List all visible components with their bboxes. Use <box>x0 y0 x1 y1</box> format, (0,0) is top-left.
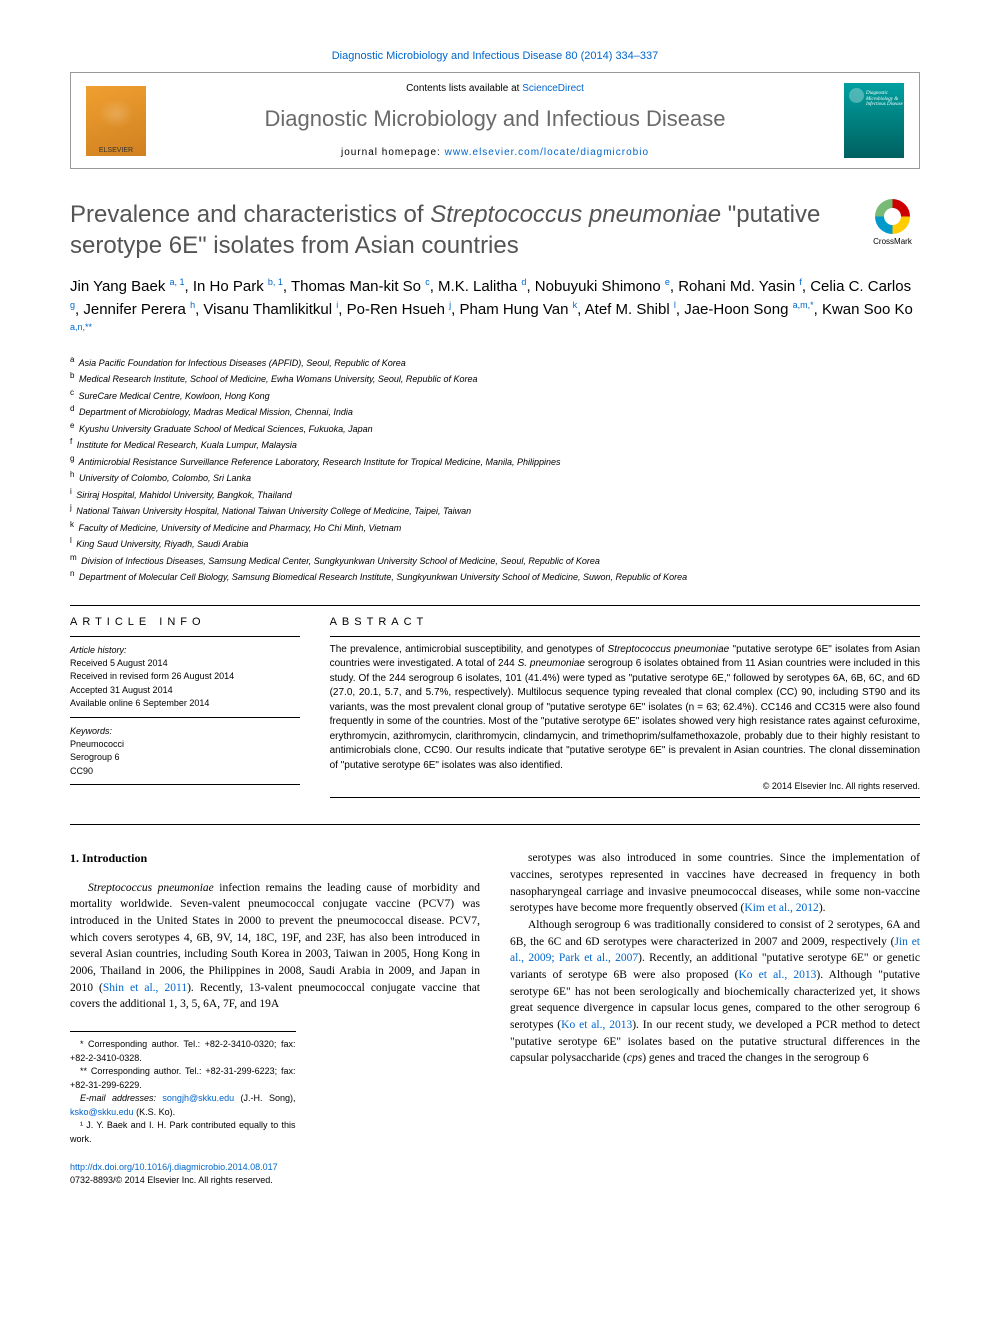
affiliation-item: j National Taiwan University Hospital, N… <box>70 502 920 519</box>
body-columns: 1. Introduction Streptococcus pneumoniae… <box>70 850 920 1187</box>
top-citation-link[interactable]: Diagnostic Microbiology and Infectious D… <box>70 50 920 62</box>
article-info-header: ARTICLE INFO <box>70 616 300 628</box>
emails-label: E-mail addresses: <box>80 1093 162 1103</box>
corresponding-author-2: ** Corresponding author. Tel.: +82-31-29… <box>70 1065 296 1092</box>
footer-links: http://dx.doi.org/10.1016/j.diagmicrobio… <box>70 1161 480 1187</box>
email-line: E-mail addresses: songjh@skku.edu (J.-H.… <box>70 1092 296 1119</box>
contents-line: Contents lists available at ScienceDirec… <box>166 83 824 94</box>
affiliation-item: l King Saud University, Riyadh, Saudi Ar… <box>70 535 920 552</box>
homepage-prefix: journal homepage: <box>341 147 445 158</box>
article-info-panel: ARTICLE INFO Article history: Received 5… <box>70 616 300 805</box>
abstract-rule <box>330 797 920 798</box>
equal-contribution-note: ¹ J. Y. Baek and I. H. Park contributed … <box>70 1119 296 1146</box>
info-rule <box>70 636 300 637</box>
affiliation-item: b Medical Research Institute, School of … <box>70 370 920 387</box>
body-paragraph: Although serogroup 6 was traditionally c… <box>510 917 920 1067</box>
keyword-item: CC90 <box>70 765 300 779</box>
history-line: Received in revised form 26 August 2014 <box>70 670 300 684</box>
authors-list: Jin Yang Baek a, 1, In Ho Park b, 1, Tho… <box>70 276 920 344</box>
keywords-list: PneumococciSerogroup 6CC90 <box>70 738 300 779</box>
corresponding-author-1: * Corresponding author. Tel.: +82-2-3410… <box>70 1038 296 1065</box>
affiliations-list: a Asia Pacific Foundation for Infectious… <box>70 354 920 585</box>
affiliation-item: a Asia Pacific Foundation for Infectious… <box>70 354 920 371</box>
affiliation-item: m Division of Infectious Diseases, Samsu… <box>70 552 920 569</box>
email-who-1: (J.-H. Song), <box>234 1093 295 1103</box>
affiliation-item: i Siriraj Hospital, Mahidol University, … <box>70 486 920 503</box>
history-line: Accepted 31 August 2014 <box>70 684 300 698</box>
keywords-heading: Keywords: <box>70 726 300 736</box>
elsevier-logo: ELSEVIER <box>86 86 146 156</box>
affiliation-item: f Institute for Medical Research, Kuala … <box>70 436 920 453</box>
keyword-item: Serogroup 6 <box>70 751 300 765</box>
homepage-link[interactable]: www.elsevier.com/locate/diagmicrobio <box>445 147 649 158</box>
affiliation-item: n Department of Molecular Cell Biology, … <box>70 568 920 585</box>
divider <box>70 824 920 825</box>
body-paragraph: serotypes was also introduced in some co… <box>510 850 920 917</box>
crossmark-label: CrossMark <box>865 237 920 246</box>
publisher-label: ELSEVIER <box>86 147 146 154</box>
divider <box>70 605 920 606</box>
homepage-line: journal homepage: www.elsevier.com/locat… <box>166 147 824 158</box>
journal-header: ELSEVIER Contents lists available at Sci… <box>70 72 920 169</box>
crossmark-icon <box>875 199 910 234</box>
info-rule <box>70 717 300 718</box>
crossmark-badge[interactable]: CrossMark <box>865 199 920 246</box>
footnotes-block: * Corresponding author. Tel.: +82-2-3410… <box>70 1031 296 1146</box>
body-paragraph: Streptococcus pneumoniae infection remai… <box>70 880 480 1013</box>
header-center: Contents lists available at ScienceDirec… <box>146 83 844 158</box>
history-heading: Article history: <box>70 645 300 655</box>
article-title: Prevalence and characteristics of Strept… <box>70 199 845 261</box>
section-heading-introduction: 1. Introduction <box>70 850 480 867</box>
history-line: Received 5 August 2014 <box>70 657 300 671</box>
email-who-2: (K.S. Ko). <box>134 1107 176 1117</box>
affiliation-item: g Antimicrobial Resistance Surveillance … <box>70 453 920 470</box>
history-lines: Received 5 August 2014Received in revise… <box>70 657 300 711</box>
journal-name: Diagnostic Microbiology and Infectious D… <box>166 106 824 132</box>
affiliation-item: d Department of Microbiology, Madras Med… <box>70 403 920 420</box>
history-line: Available online 6 September 2014 <box>70 697 300 711</box>
keyword-item: Pneumococci <box>70 738 300 752</box>
affiliation-item: c SureCare Medical Centre, Kowloon, Hong… <box>70 387 920 404</box>
abstract-rule <box>330 636 920 637</box>
sciencedirect-link[interactable]: ScienceDirect <box>522 83 584 94</box>
contents-prefix: Contents lists available at <box>406 83 522 94</box>
email-link-2[interactable]: ksko@skku.edu <box>70 1107 134 1117</box>
issn-copyright: 0732-8893/© 2014 Elsevier Inc. All right… <box>70 1175 273 1185</box>
abstract-header: ABSTRACT <box>330 616 920 628</box>
doi-link[interactable]: http://dx.doi.org/10.1016/j.diagmicrobio… <box>70 1162 278 1172</box>
abstract-panel: ABSTRACT The prevalence, antimicrobial s… <box>330 616 920 805</box>
email-link-1[interactable]: songjh@skku.edu <box>162 1093 234 1103</box>
body-column-right: serotypes was also introduced in some co… <box>510 850 920 1187</box>
affiliation-item: e Kyushu University Graduate School of M… <box>70 420 920 437</box>
body-column-left: 1. Introduction Streptococcus pneumoniae… <box>70 850 480 1187</box>
info-rule <box>70 784 300 785</box>
abstract-copyright: © 2014 Elsevier Inc. All rights reserved… <box>330 781 920 791</box>
affiliation-item: k Faculty of Medicine, University of Med… <box>70 519 920 536</box>
journal-cover-thumbnail: Diagnostic Microbiology & Infectious Dis… <box>844 83 904 158</box>
affiliation-item: h University of Colombo, Colombo, Sri La… <box>70 469 920 486</box>
abstract-text: The prevalence, antimicrobial susceptibi… <box>330 643 920 774</box>
cover-text: Diagnostic Microbiology & Infectious Dis… <box>866 91 904 108</box>
